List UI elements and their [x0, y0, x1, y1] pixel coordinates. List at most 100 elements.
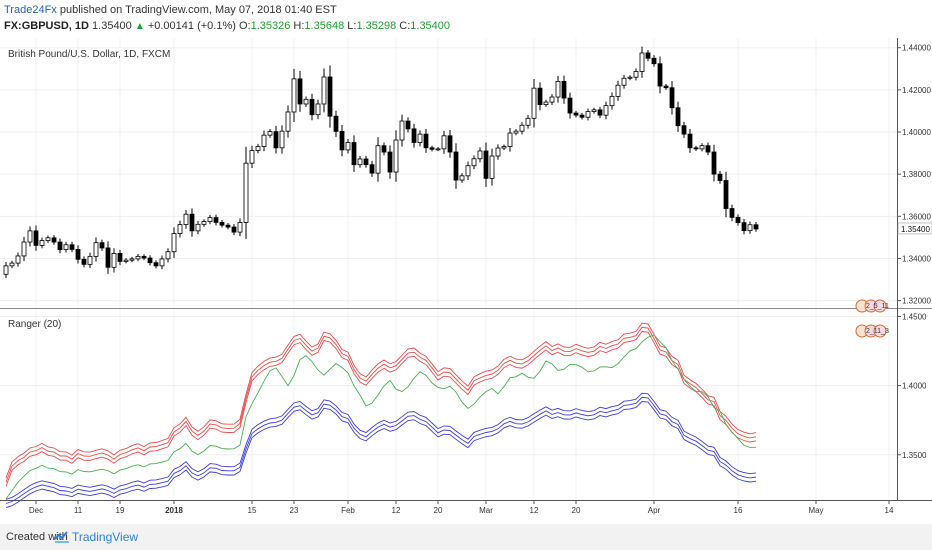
- candle-body: [309, 98, 315, 116]
- candle-body: [57, 241, 63, 251]
- candle-body: [321, 76, 327, 105]
- close-value: 1.35400: [410, 20, 451, 32]
- candle-body: [63, 244, 69, 251]
- time-tick-label: 19: [116, 506, 125, 515]
- candle-body: [411, 128, 417, 143]
- candle-body: [447, 135, 453, 153]
- indicator-pane-title: Ranger (20): [8, 319, 61, 330]
- price-pane-title: British Pound/U.S. Dollar, 1D, FXCM: [8, 49, 170, 60]
- time-tick-label: 20: [572, 506, 581, 515]
- chart-background: [0, 38, 932, 524]
- candle-body: [387, 151, 393, 173]
- candle-body: [531, 87, 537, 119]
- time-axis[interactable]: Dec 11 19 2018 15 23 Feb 12 20 Mar 12 20 Apr 16 May 14: [29, 500, 894, 515]
- event-marker[interactable]: 2_5_11: [855, 299, 889, 313]
- candle-body: [471, 158, 477, 167]
- candle-body: [453, 151, 459, 181]
- low-value: 1.35298: [356, 20, 397, 32]
- candle-body: [681, 125, 687, 135]
- candle-body: [255, 146, 261, 151]
- candle-body: [219, 222, 225, 226]
- candle-body: [15, 255, 21, 264]
- candle-body: [423, 133, 429, 149]
- tradingview-logo-icon: [54, 531, 69, 543]
- candle-body: [123, 259, 129, 262]
- author-link[interactable]: Trade24Fx: [4, 4, 57, 16]
- candle-body: [249, 150, 255, 164]
- high-value: 1.35648: [304, 20, 345, 32]
- candle-body: [345, 142, 351, 151]
- candle-body: [657, 63, 663, 87]
- time-tick-label: Apr: [648, 506, 661, 515]
- candle-body: [609, 95, 615, 107]
- candle-body: [459, 175, 465, 181]
- flag-icon: [873, 299, 887, 313]
- event-markers[interactable]: 2_5_11 2_11_3: [855, 299, 889, 338]
- created-with-label: Created with: [6, 531, 68, 543]
- up-arrow-icon: ▲: [134, 21, 145, 32]
- candle-body: [489, 155, 495, 179]
- time-tick-label: 11: [74, 506, 83, 515]
- candle-body: [147, 257, 153, 264]
- candle-body: [87, 255, 93, 265]
- candle-body: [543, 101, 549, 106]
- candle-body: [729, 208, 735, 218]
- candle-body: [369, 164, 375, 174]
- candle-body: [735, 216, 741, 224]
- publish-info: Trade24Fx published on TradingView.com, …: [4, 4, 337, 16]
- price-axis[interactable]: 1.44000 1.42000 1.40000 1.38000 1.36000 1.340…: [897, 44, 932, 306]
- candle-body: [399, 120, 405, 141]
- candle-body: [21, 241, 27, 257]
- candle-body: [165, 251, 171, 260]
- candle-body: [129, 258, 135, 261]
- time-tick-label: Feb: [341, 506, 355, 515]
- candle-body: [723, 180, 729, 209]
- candle-body: [573, 112, 579, 116]
- high-label: H:: [293, 20, 305, 32]
- candle-body: [333, 115, 339, 132]
- ranger-band-line-1: [5, 326, 757, 483]
- ranger-band-line-3: [5, 334, 757, 500]
- event-marker[interactable]: 2_11_3: [855, 324, 889, 338]
- price-tick-label: 1.34000: [902, 254, 931, 263]
- candle-body: [651, 57, 657, 65]
- candle-body: [579, 114, 585, 118]
- candle-body: [135, 255, 141, 260]
- candle-body: [393, 139, 399, 173]
- price-tick-label: 1.36000: [902, 212, 931, 221]
- candle-body: [45, 237, 51, 241]
- candle-body: [633, 71, 639, 78]
- time-tick-label: 20: [434, 506, 443, 515]
- candle-body: [237, 222, 243, 233]
- candle-body: [207, 217, 213, 222]
- candle-body: [273, 131, 279, 149]
- candle-body: [477, 150, 483, 160]
- tradingview-brand[interactable]: TradingView: [72, 530, 139, 544]
- indicator-axis[interactable]: 1.4500 1.4000 1.3500: [897, 312, 927, 460]
- price-tick-label: 1.40000: [902, 128, 931, 137]
- candle-body: [69, 244, 75, 250]
- candle-body: [465, 165, 471, 177]
- candle-body: [603, 105, 609, 116]
- price-tick-label: 1.32000: [902, 297, 931, 306]
- price-tick-label: 1.44000: [902, 44, 931, 53]
- candle-body: [405, 120, 411, 130]
- time-tick-label: 2018: [165, 506, 183, 515]
- candle-body: [195, 223, 201, 232]
- indicator-tick-label: 1.4500: [902, 312, 927, 321]
- candle-body: [351, 142, 357, 166]
- chart-area[interactable]: 1.44000 1.42000 1.40000 1.38000 1.36000 1.340…: [0, 38, 932, 524]
- time-tick-label: 12: [392, 506, 401, 515]
- price-tick-label: 1.38000: [902, 170, 931, 179]
- candle-body: [33, 230, 39, 246]
- candle-body: [507, 132, 513, 147]
- ranger-band-line-6: [5, 401, 757, 509]
- candle-body: [357, 158, 363, 166]
- price-change: +0.00141 (+0.1%): [147, 20, 236, 32]
- candle-body: [297, 78, 303, 105]
- symbol-quote-line: FX:GBPUSD, 1D 1.35400 ▲ +0.00141 (+0.1%)…: [4, 20, 450, 32]
- ranger-bands: [5, 322, 757, 509]
- candle-body: [315, 103, 321, 116]
- candle-body: [513, 130, 519, 134]
- candle-body: [741, 222, 747, 232]
